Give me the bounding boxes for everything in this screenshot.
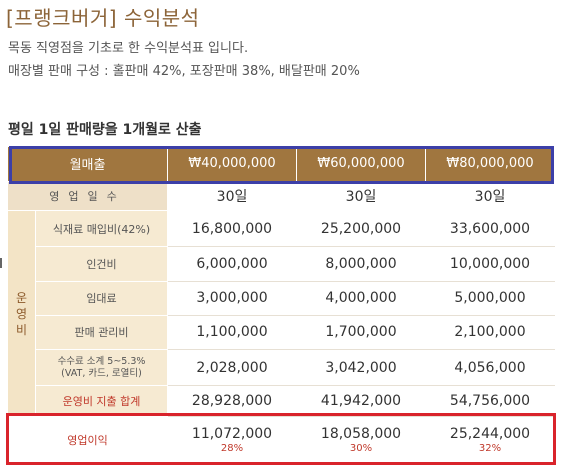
operating-profit-value: 11,072,000 <box>191 425 273 442</box>
cell-value: 3,000,000 <box>167 280 298 317</box>
operating-profit-percent: 28% <box>220 442 244 454</box>
business-days-value: 30일 <box>296 180 427 212</box>
operating-profit-highlight <box>6 413 556 465</box>
business-days-row: 영업일수 30일 30일 30일 <box>6 180 556 212</box>
monthly-sales-value: ₩60,000,000 <box>296 146 427 182</box>
cell-value: 2,028,000 <box>167 348 298 387</box>
table-row: 판매 관리비 1,100,000 1,700,000 2,100,000 <box>8 315 556 350</box>
cell-value: 1,100,000 <box>167 315 298 350</box>
row-label: 운영비 지출 합계 <box>34 385 169 418</box>
row-label: 인건비 <box>34 245 169 282</box>
operating-profit-percent: 32% <box>478 442 502 454</box>
cell-value: 28,928,000 <box>167 385 298 418</box>
cell-value: 41,942,000 <box>296 385 427 418</box>
cell-value: 10,000,000 <box>425 245 556 282</box>
operating-profit-cell: 25,244,000 32% <box>425 416 556 464</box>
table-row: 운영비 식재료 매입비(42%) 16,800,000 25,200,000 3… <box>7 210 556 418</box>
operating-profit-value: 18,058,000 <box>320 425 402 442</box>
row-label: 수수료 소계 5~5.3% (VAT, 카드, 로열티) <box>34 348 169 387</box>
cell-value: 3,042,000 <box>296 348 427 387</box>
revenue-table: 월매출 ₩40,000,000 ₩60,000,000 ₩80,000,000 … <box>6 146 556 464</box>
cell-value: 5,000,000 <box>425 280 556 317</box>
business-days-value: 30일 <box>167 180 298 212</box>
operating-profit-cell: 11,072,000 28% <box>167 416 298 464</box>
operating-profit-row: 영업이익 11,072,000 28% 18,058,000 30% 25,24… <box>6 416 556 464</box>
business-days-label: 영업일수 <box>6 180 169 212</box>
edge-mark <box>0 258 2 268</box>
cell-value: 2,100,000 <box>425 315 556 350</box>
table-row: 임대료 3,000,000 4,000,000 5,000,000 <box>8 280 556 317</box>
operating-profit-value: 25,244,000 <box>449 425 531 442</box>
table-row: 수수료 소계 5~5.3% (VAT, 카드, 로열티) 2,028,000 3… <box>8 348 556 387</box>
row-label: 임대료 <box>34 280 169 317</box>
cell-value: 1,700,000 <box>296 315 427 350</box>
row-label-line: 수수료 소계 5~5.3% <box>57 355 146 367</box>
cell-value: 6,000,000 <box>167 245 298 282</box>
operating-profit-cell: 18,058,000 30% <box>296 416 427 464</box>
row-label-line: (VAT, 카드, 로열티) <box>61 367 142 379</box>
monthly-sales-row: 월매출 ₩40,000,000 ₩60,000,000 ₩80,000,000 <box>6 146 556 182</box>
cell-value: 25,200,000 <box>296 210 427 247</box>
page-title: [프랭크버거] 수익분석 <box>6 6 200 30</box>
table-row: 인건비 6,000,000 8,000,000 10,000,000 <box>8 245 556 282</box>
operating-profit-label: 영업이익 <box>6 416 169 464</box>
table-row: 운영비 지출 합계 28,928,000 41,942,000 54,756,0… <box>8 385 556 418</box>
monthly-sales-highlight <box>9 146 554 184</box>
operating-cost-label-text: 운영비 <box>15 290 28 337</box>
operating-profit-percent: 30% <box>349 442 373 454</box>
section-title: 평일 1일 판매량을 1개월로 산출 <box>8 122 202 138</box>
cell-value: 4,000,000 <box>296 280 427 317</box>
description-line-2: 매장별 판매 구성 : 홀판매 42%, 포장판매 38%, 배달판매 20% <box>8 64 360 79</box>
cell-value: 8,000,000 <box>296 245 427 282</box>
cell-value: 4,056,000 <box>425 348 556 387</box>
business-days-value: 30일 <box>425 180 556 212</box>
cell-value: 54,756,000 <box>425 385 556 418</box>
description-line-1: 목동 직영점을 기초로 한 수익분석표 입니다. <box>8 41 249 56</box>
monthly-sales-label: 월매출 <box>6 146 169 182</box>
cell-value: 33,600,000 <box>425 210 556 247</box>
row-label: 식재료 매입비(42%) <box>34 210 169 247</box>
operating-cost-label: 운영비 <box>7 210 36 418</box>
row-label: 판매 관리비 <box>34 315 169 350</box>
cell-value: 16,800,000 <box>167 210 298 247</box>
